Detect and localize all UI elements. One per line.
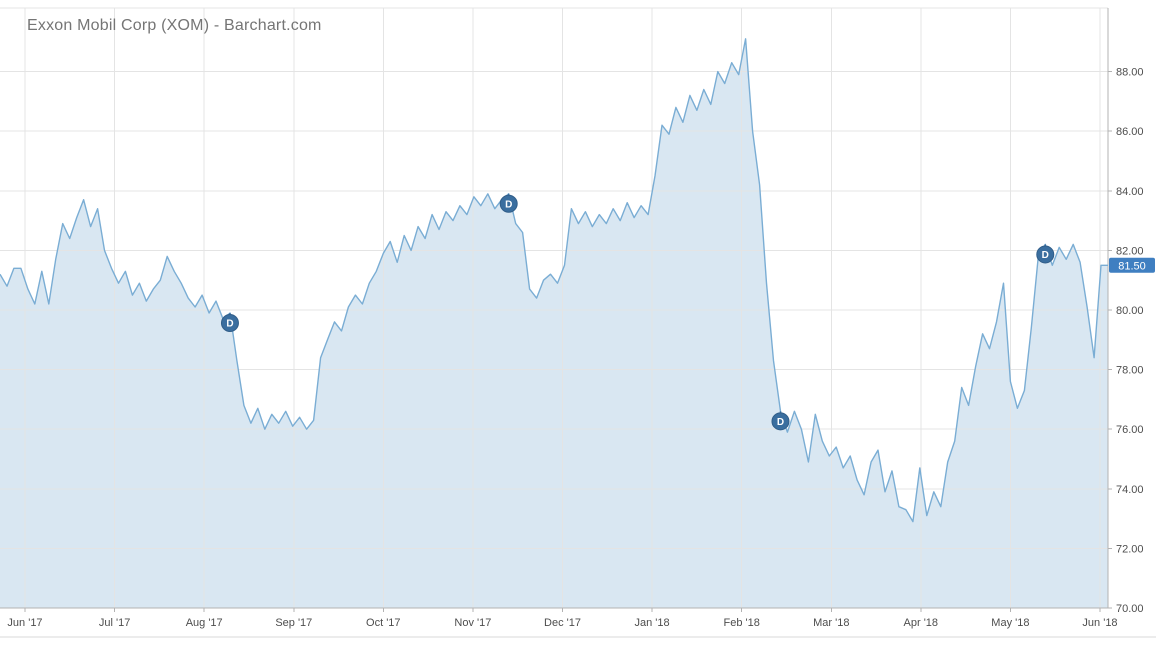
price-area [0, 38, 1108, 609]
x-axis-label: Feb '18 [724, 617, 760, 629]
x-axis-label: Jun '17 [7, 617, 42, 629]
chart-title: Exxon Mobil Corp (XOM) - Barchart.com [27, 17, 322, 34]
y-axis-label: 88.00 [1116, 67, 1144, 79]
x-axis-label: Dec '17 [544, 617, 581, 629]
x-axis-label: Jan '18 [635, 617, 670, 629]
y-axis-label: 70.00 [1116, 603, 1144, 615]
x-axis-label: Jul '17 [99, 617, 130, 629]
y-axis-label: 86.00 [1116, 126, 1144, 138]
dividend-marker-label[interactable]: D [1042, 250, 1049, 261]
y-axis-label: 76.00 [1116, 424, 1144, 436]
x-axis-label: Mar '18 [813, 617, 849, 629]
last-price-label: 81.50 [1118, 260, 1146, 272]
y-axis-label: 78.00 [1116, 365, 1144, 377]
y-axis-label: 80.00 [1116, 305, 1144, 317]
dividend-marker-label[interactable]: D [505, 199, 512, 210]
y-axis-label: 84.00 [1116, 186, 1144, 198]
dividend-marker-icon[interactable] [771, 412, 790, 431]
y-axis-label: 74.00 [1116, 484, 1144, 496]
dividend-marker-icon[interactable] [220, 313, 239, 332]
x-axis-label: Aug '17 [186, 617, 223, 629]
x-axis-label: Nov '17 [454, 617, 491, 629]
y-axis-label: 72.00 [1116, 543, 1144, 555]
dividend-marker-label[interactable]: D [777, 417, 784, 428]
x-axis-label: Apr '18 [904, 617, 939, 629]
x-axis-label: Jun '18 [1082, 617, 1117, 629]
x-axis-label: May '18 [991, 617, 1029, 629]
dividend-marker-icon[interactable] [499, 194, 518, 213]
last-price-badge [1109, 257, 1155, 273]
dividend-marker-label[interactable]: D [226, 318, 233, 329]
x-axis-label: Sep '17 [275, 617, 312, 629]
y-axis-label: 82.00 [1116, 245, 1144, 257]
price-line [0, 38, 1108, 523]
dividend-marker-icon[interactable] [1036, 245, 1055, 264]
x-axis-label: Oct '17 [366, 617, 401, 629]
